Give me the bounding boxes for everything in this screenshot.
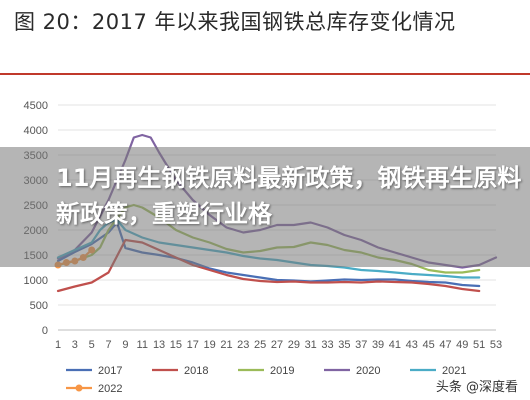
chart-legend: 2017 2018 2019 2020 2021 2022 — [66, 365, 466, 395]
x-tick-label: 11 — [137, 339, 148, 351]
y-tick-label: 1000 — [24, 275, 48, 287]
x-tick-label: 19 — [203, 339, 215, 351]
x-tick-label: 13 — [153, 339, 165, 351]
legend-label: 2019 — [270, 365, 294, 377]
x-tick-label: 17 — [187, 339, 199, 351]
y-tick-label: 0 — [42, 325, 48, 337]
legend-item-2021: 2021 — [410, 365, 466, 377]
x-tick-label: 3 — [72, 339, 78, 351]
x-tick-label: 49 — [456, 339, 468, 351]
x-tick-label: 5 — [89, 339, 95, 351]
x-tick-label: 43 — [406, 339, 418, 351]
x-tick-label: 45 — [422, 339, 434, 351]
y-tick-label: 4000 — [24, 125, 48, 137]
y-tick-label: 500 — [30, 300, 48, 312]
x-tick-label: 39 — [372, 339, 384, 351]
legend-item-2020: 2020 — [324, 365, 380, 377]
x-tick-label: 7 — [105, 339, 111, 351]
headline-text[interactable]: 11月再生钢铁原料最新政策，钢铁再生原料新政策，重塑行业格 — [56, 164, 522, 228]
legend-item-2019: 2019 — [238, 365, 294, 377]
legend-label: 2020 — [356, 365, 380, 377]
y-tick-label: 4500 — [24, 100, 48, 112]
x-tick-label: 9 — [122, 339, 128, 351]
legend-item-2018: 2018 — [152, 365, 208, 377]
x-tick-label: 23 — [237, 339, 249, 351]
x-tick-label: 27 — [271, 339, 283, 351]
legend-label: 2021 — [442, 365, 466, 377]
x-tick-label: 41 — [389, 339, 401, 351]
x-tick-label: 31 — [305, 339, 317, 351]
x-tick-label: 35 — [338, 339, 350, 351]
headline-banner — [0, 147, 530, 267]
legend-label: 2017 — [98, 365, 122, 377]
x-tick-label: 47 — [439, 339, 451, 351]
x-tick-label: 33 — [321, 339, 333, 351]
legend-item-2022: 2022 — [66, 383, 122, 395]
x-tick-label: 29 — [288, 339, 300, 351]
x-tick-label: 25 — [254, 339, 266, 351]
x-tick-label: 51 — [473, 339, 485, 351]
x-tick-label: 1 — [55, 339, 61, 351]
source-watermark: 头条 @深度看 — [431, 375, 522, 396]
x-tick-label: 15 — [170, 339, 182, 351]
x-tick-label: 37 — [355, 339, 367, 351]
figure-title: 图 20：2017 年以来我国钢铁总库存变化情况 — [14, 10, 456, 34]
x-tick-label: 21 — [220, 339, 232, 351]
legend-label: 2022 — [98, 383, 122, 395]
legend-item-2017: 2017 — [66, 365, 122, 377]
x-tick-label: 53 — [490, 339, 502, 351]
title-divider — [0, 73, 530, 75]
legend-label: 2018 — [184, 365, 208, 377]
x-axis-ticks: 1 3 5 7 9 11 13 15 17 19 21 23 25 27 29 31 33 35 37 39 41 43 4… — [55, 339, 502, 351]
